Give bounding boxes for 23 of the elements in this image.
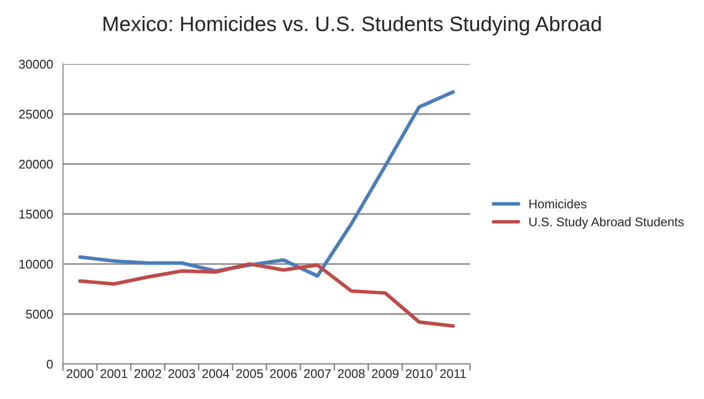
y-tick-label: 25000: [19, 110, 53, 119]
chart-title: Mexico: Homicides vs. U.S. Students Studying Abroad: [104, 16, 601, 36]
legend-label: Homicides: [529, 199, 586, 208]
y-tick-label: 10000: [19, 260, 53, 269]
legend-label: U.S. Study Abroad Students: [529, 217, 684, 229]
line-series: [78, 262, 455, 328]
y-tick-label: 20000: [19, 160, 53, 169]
y-tick-label: 0: [46, 360, 53, 369]
x-tick-label: 2000: [66, 369, 94, 378]
x-tick-label: 2010: [406, 369, 433, 378]
x-tick-label: 2004: [202, 369, 230, 378]
x-tick-label: 2007: [304, 369, 331, 378]
y-tick-label: 15000: [19, 210, 53, 219]
x-tick-label: 2001: [100, 369, 128, 378]
x-tick-label: 2005: [236, 369, 263, 378]
x-tick-label: 2011: [440, 369, 466, 378]
x-tick-label: 2006: [270, 369, 297, 378]
y-tick-label: 5000: [26, 310, 53, 319]
x-tick-label: 2008: [338, 369, 365, 378]
x-tick-label: 2003: [168, 369, 196, 378]
x-tick-label: 2002: [134, 369, 162, 378]
y-tick-label: 30000: [19, 60, 53, 69]
x-tick-label: 2009: [372, 369, 399, 378]
